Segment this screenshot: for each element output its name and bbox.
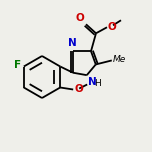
Text: O: O (74, 84, 83, 94)
Text: N: N (88, 77, 97, 87)
Text: O: O (75, 13, 84, 23)
Text: Me: Me (113, 55, 126, 64)
Text: F: F (14, 60, 21, 71)
Text: O: O (108, 22, 117, 32)
Text: N: N (68, 38, 76, 48)
Text: H: H (94, 79, 100, 88)
